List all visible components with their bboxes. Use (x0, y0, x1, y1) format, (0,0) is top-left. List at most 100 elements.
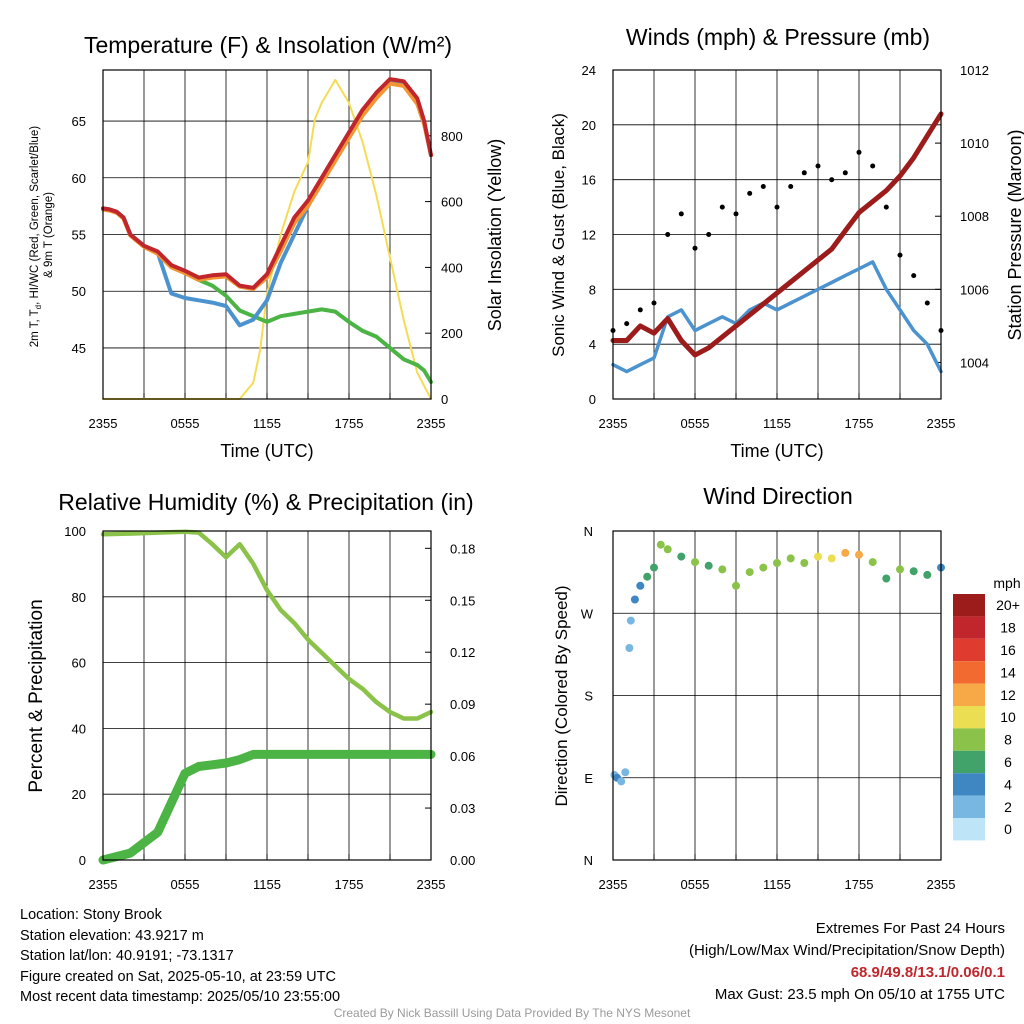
insolation-line (102, 78, 432, 400)
gust-point (774, 204, 780, 210)
colorbar-label: 10 (1000, 709, 1016, 725)
colorbar-swatch (953, 795, 985, 818)
pressure-ytick-label: 1012 (960, 63, 989, 78)
wind-xtick-label: 1755 (845, 416, 874, 431)
station-location: Location: Stony Brook (20, 907, 162, 923)
figure-created: Figure created on Sat, 2025-05-10, at 23… (20, 968, 336, 985)
rh-xtick-label: 2355 (89, 877, 118, 892)
wdir-point (745, 568, 754, 577)
temp-panel-title-text: Temperature (F) & Insolation (W/m²) (84, 32, 452, 58)
rh-panel-ylabel: Percent & Precipitation (26, 599, 47, 792)
rh-ytick-label: 0 (79, 853, 86, 868)
wdir-point (827, 554, 836, 563)
wdir-panel-title: Wind Direction (703, 483, 853, 509)
wdir-point (630, 595, 639, 604)
gust-point (911, 273, 917, 279)
temp-panel-title: Temperature (F) & Insolation (W/m²) (84, 32, 452, 58)
gust-point (788, 184, 794, 189)
temp-xtick-label: 2355 (417, 416, 446, 431)
colorbar-label: 18 (1000, 620, 1016, 636)
temp-plot-area: 45 50 55 60 65 0 200 400 600 800 2355 0555 1155 1755 2… (72, 69, 463, 431)
station-info: Location: Stony Brook Station elevation:… (20, 905, 340, 1008)
pressure-ytick-label: 1008 (960, 209, 989, 224)
wdir-point (732, 581, 740, 590)
temp-ytick-label: 55 (72, 228, 86, 243)
gust-point (747, 190, 753, 196)
colorbar-label: 2 (1004, 799, 1012, 815)
temp-series-line-0 (101, 77, 433, 290)
wind-xtick-label: 2355 (599, 416, 628, 431)
rh-ytick-label: 100 (64, 524, 86, 539)
insolation-ytick-label: 200 (441, 326, 463, 341)
gust-point (706, 232, 712, 237)
pressure-line (610, 111, 944, 358)
wdir-point (656, 540, 665, 549)
wdir-point (773, 559, 781, 567)
station-elevation: Station elevation: 43.9217 m (20, 927, 204, 944)
colorbar-swatch (953, 818, 985, 841)
wdir-xtick-label: 2355 (927, 877, 956, 892)
rh-ytick-label: 20 (72, 787, 86, 802)
gust-point (733, 211, 739, 217)
wind-ytick-label: 4 (589, 337, 596, 352)
wind-panel-ylabel2: Station Pressure (Maroon) (1005, 129, 1024, 340)
precip-ytick-label: 0.15 (450, 593, 475, 608)
wdir-point (718, 565, 727, 574)
wdir-point (704, 561, 713, 570)
gust-point (924, 300, 930, 306)
wdir-point (625, 644, 634, 652)
wdir-point (691, 558, 699, 567)
wdir-point (643, 572, 652, 581)
colorbar-label: 12 (1000, 687, 1016, 703)
gust-point (870, 163, 876, 169)
rh-xtick-label: 2355 (417, 877, 446, 892)
gust-point (897, 252, 903, 258)
max-gust: Max Gust: 23.5 mph On 05/10 at 1755 UTC (714, 986, 1005, 1003)
wdir-point (663, 545, 672, 554)
gust-point (637, 307, 643, 313)
rh-panel-title: Relative Humidity (%) & Precipitation (i… (58, 489, 473, 515)
gust-point (665, 232, 671, 237)
gust-point (651, 300, 657, 306)
wdir-point (923, 570, 932, 579)
wdir-point (814, 552, 822, 561)
temp-frame (102, 69, 432, 400)
colorbar-label: 0 (1004, 821, 1012, 837)
extremes-title: Extremes For Past 24 Hours (815, 920, 1005, 937)
wdir-point (650, 563, 658, 572)
rh-ytick-label: 60 (72, 656, 86, 671)
colorbar-swatch (953, 616, 985, 639)
colorbar-swatch (953, 594, 985, 617)
gust-point (856, 149, 862, 155)
colorbar-swatch (953, 683, 985, 706)
rh-frame (102, 530, 432, 861)
gust-point (692, 245, 698, 251)
precip-ytick-label: 0.18 (450, 541, 475, 556)
temp-ytick-label: 60 (72, 171, 86, 186)
colorbar-label: 8 (1004, 732, 1012, 748)
rh-ytick-label: 80 (72, 590, 86, 605)
wdir-point (636, 581, 645, 590)
temp-ytick-label: 65 (72, 114, 86, 129)
wdir-point (621, 768, 630, 777)
colorbar-swatch (953, 750, 985, 774)
wdir-point (677, 552, 686, 561)
gust-point (883, 204, 889, 210)
temp-panel-ylabel: 2m T, Td, HI/WC (Red, Green, Scarlet/Blu… (29, 123, 55, 348)
wdir-point (841, 548, 850, 557)
colorbar-label: 20+ (996, 597, 1020, 613)
wind-ytick-label: 20 (582, 118, 596, 133)
gust-point (624, 321, 630, 327)
temp-xtick-label: 1755 (335, 416, 364, 431)
wind-xtick-label: 1155 (763, 416, 791, 431)
colorbar-unit: mph (993, 575, 1020, 591)
gust-point (829, 177, 835, 183)
wind-xtick-label: 0555 (681, 416, 710, 431)
colorbar-label: 6 (1004, 754, 1012, 770)
colorbar-swatch (953, 773, 985, 796)
temp-ylabel-part2: , HI/WC (Red, Green, Scarlet/Blue) (29, 126, 41, 305)
gust-point (815, 163, 821, 169)
wdir-ytick-label: W (581, 606, 594, 621)
rh-xtick-label: 1755 (335, 877, 364, 892)
